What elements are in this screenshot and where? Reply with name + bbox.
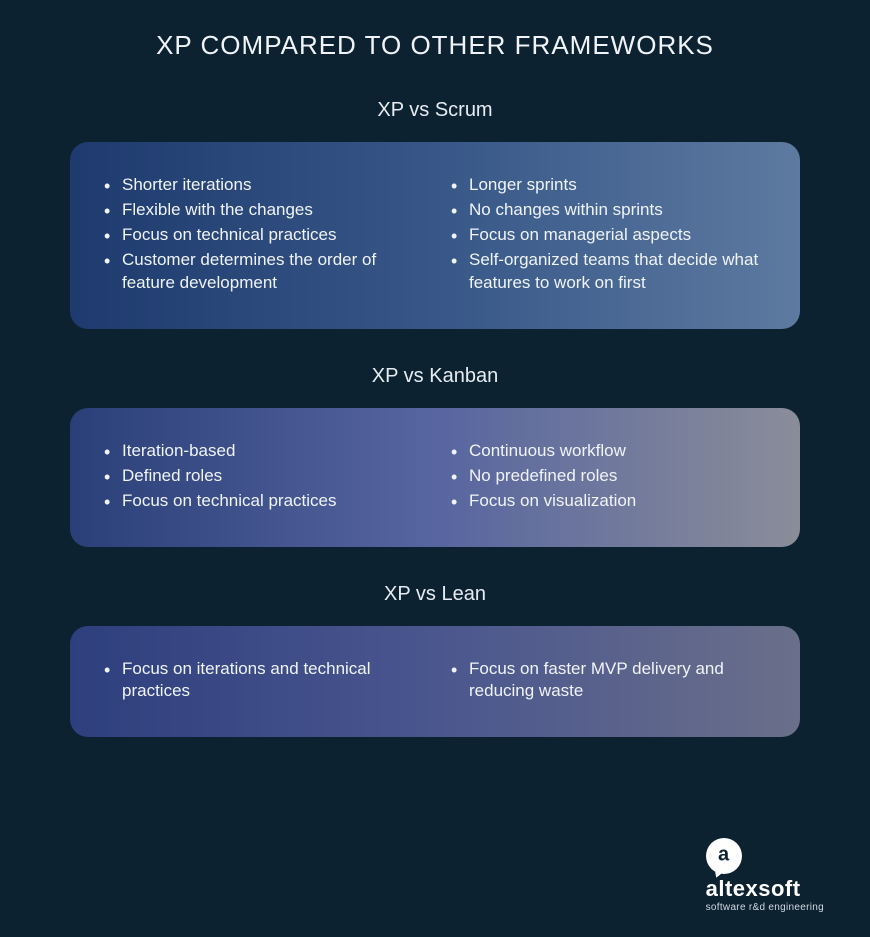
scrum-right-col: Longer sprints No changes within sprints… (445, 174, 772, 297)
lean-right-col: Focus on faster MVP delivery and reducin… (445, 658, 772, 706)
list-item: Focus on visualization (445, 490, 772, 513)
list-item: Self-organized teams that decide what fe… (445, 249, 772, 295)
page-title: XP COMPARED TO OTHER FRAMEWORKS (30, 30, 840, 61)
list-item: No changes within sprints (445, 199, 772, 222)
card-lean: Focus on iterations and technical practi… (70, 626, 800, 738)
heading-left: XP vs (372, 365, 429, 387)
section-heading-kanban: XP vs Kanban (30, 365, 840, 388)
list-item: Focus on technical practices (98, 224, 425, 247)
logo-glyph: a (718, 843, 729, 866)
card-scrum: Shorter iterations Flexible with the cha… (70, 142, 800, 329)
heading-left: XP vs (377, 99, 434, 121)
heading-right: Lean (441, 583, 486, 605)
speech-bubble-icon: a (706, 838, 742, 874)
list-item: No predefined roles (445, 465, 772, 488)
list-item: Focus on technical practices (98, 490, 425, 513)
brand-name: altexsoft (706, 878, 801, 900)
heading-right: Scrum (435, 99, 493, 121)
list: Longer sprints No changes within sprints… (445, 174, 772, 295)
list: Focus on faster MVP delivery and reducin… (445, 658, 772, 704)
list-item: Defined roles (98, 465, 425, 488)
scrum-left-col: Shorter iterations Flexible with the cha… (98, 174, 425, 297)
list-item: Customer determines the order of feature… (98, 249, 425, 295)
list-item: Flexible with the changes (98, 199, 425, 222)
kanban-right-col: Continuous workflow No predefined roles … (445, 440, 772, 515)
infographic-page: XP COMPARED TO OTHER FRAMEWORKS XP vs Sc… (0, 0, 870, 737)
list-item: Shorter iterations (98, 174, 425, 197)
heading-left: XP vs (384, 583, 441, 605)
list: Shorter iterations Flexible with the cha… (98, 174, 425, 295)
section-heading-scrum: XP vs Scrum (30, 99, 840, 122)
list-item: Focus on managerial aspects (445, 224, 772, 247)
list: Iteration-based Defined roles Focus on t… (98, 440, 425, 513)
list: Focus on iterations and technical practi… (98, 658, 425, 704)
list-item: Focus on iterations and technical practi… (98, 658, 425, 704)
list-item: Focus on faster MVP delivery and reducin… (445, 658, 772, 704)
brand-logo: a altexsoft software r&d engineering (706, 838, 824, 913)
kanban-left-col: Iteration-based Defined roles Focus on t… (98, 440, 425, 515)
list-item: Iteration-based (98, 440, 425, 463)
heading-right: Kanban (429, 365, 498, 387)
list: Continuous workflow No predefined roles … (445, 440, 772, 513)
list-item: Longer sprints (445, 174, 772, 197)
list-item: Continuous workflow (445, 440, 772, 463)
section-heading-lean: XP vs Lean (30, 583, 840, 606)
card-kanban: Iteration-based Defined roles Focus on t… (70, 408, 800, 547)
brand-tagline: software r&d engineering (706, 902, 824, 913)
lean-left-col: Focus on iterations and technical practi… (98, 658, 425, 706)
